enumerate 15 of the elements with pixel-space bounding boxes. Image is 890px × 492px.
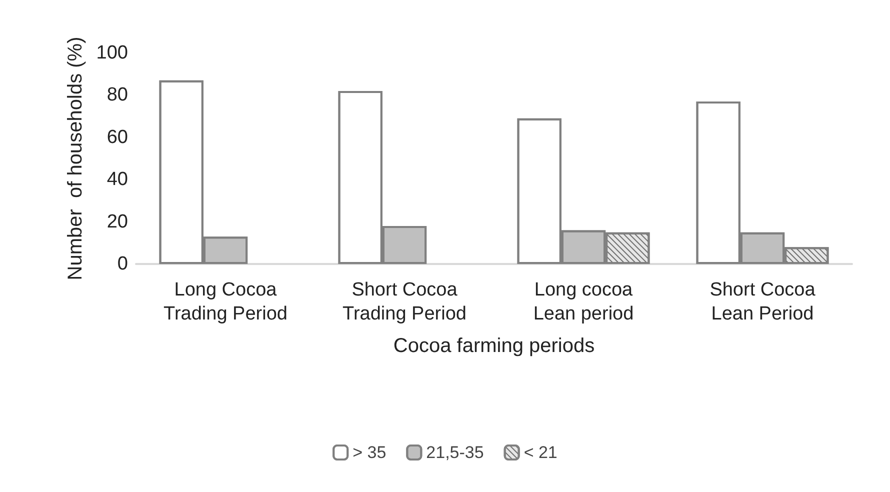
legend-label: 21,5-35 xyxy=(426,443,484,462)
x-tick-label: Long cocoa Lean period xyxy=(533,280,634,324)
legend-label: < 21 xyxy=(524,443,558,462)
x-tick-label: Short Cocoa Lean Period xyxy=(710,280,816,324)
y-tick-label: 60 xyxy=(106,126,128,148)
y-tick-label: 20 xyxy=(106,211,128,232)
x-tick-label: Long Cocoa Trading Period xyxy=(164,280,288,324)
y-tick-label: 40 xyxy=(106,169,128,190)
x-axis-title: Cocoa farming periods xyxy=(393,335,595,357)
y-axis-title: Number of households (%) xyxy=(64,36,86,280)
x-tick-label: Short Cocoa Trading Period xyxy=(342,280,466,324)
y-tick-label: 80 xyxy=(106,84,128,106)
legend-label: > 35 xyxy=(352,443,386,462)
y-tick-label: 0 xyxy=(117,254,128,274)
y-tick-label: 100 xyxy=(96,42,128,64)
